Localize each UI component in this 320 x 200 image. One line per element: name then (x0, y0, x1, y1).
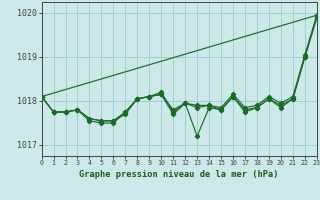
X-axis label: Graphe pression niveau de la mer (hPa): Graphe pression niveau de la mer (hPa) (79, 170, 279, 179)
